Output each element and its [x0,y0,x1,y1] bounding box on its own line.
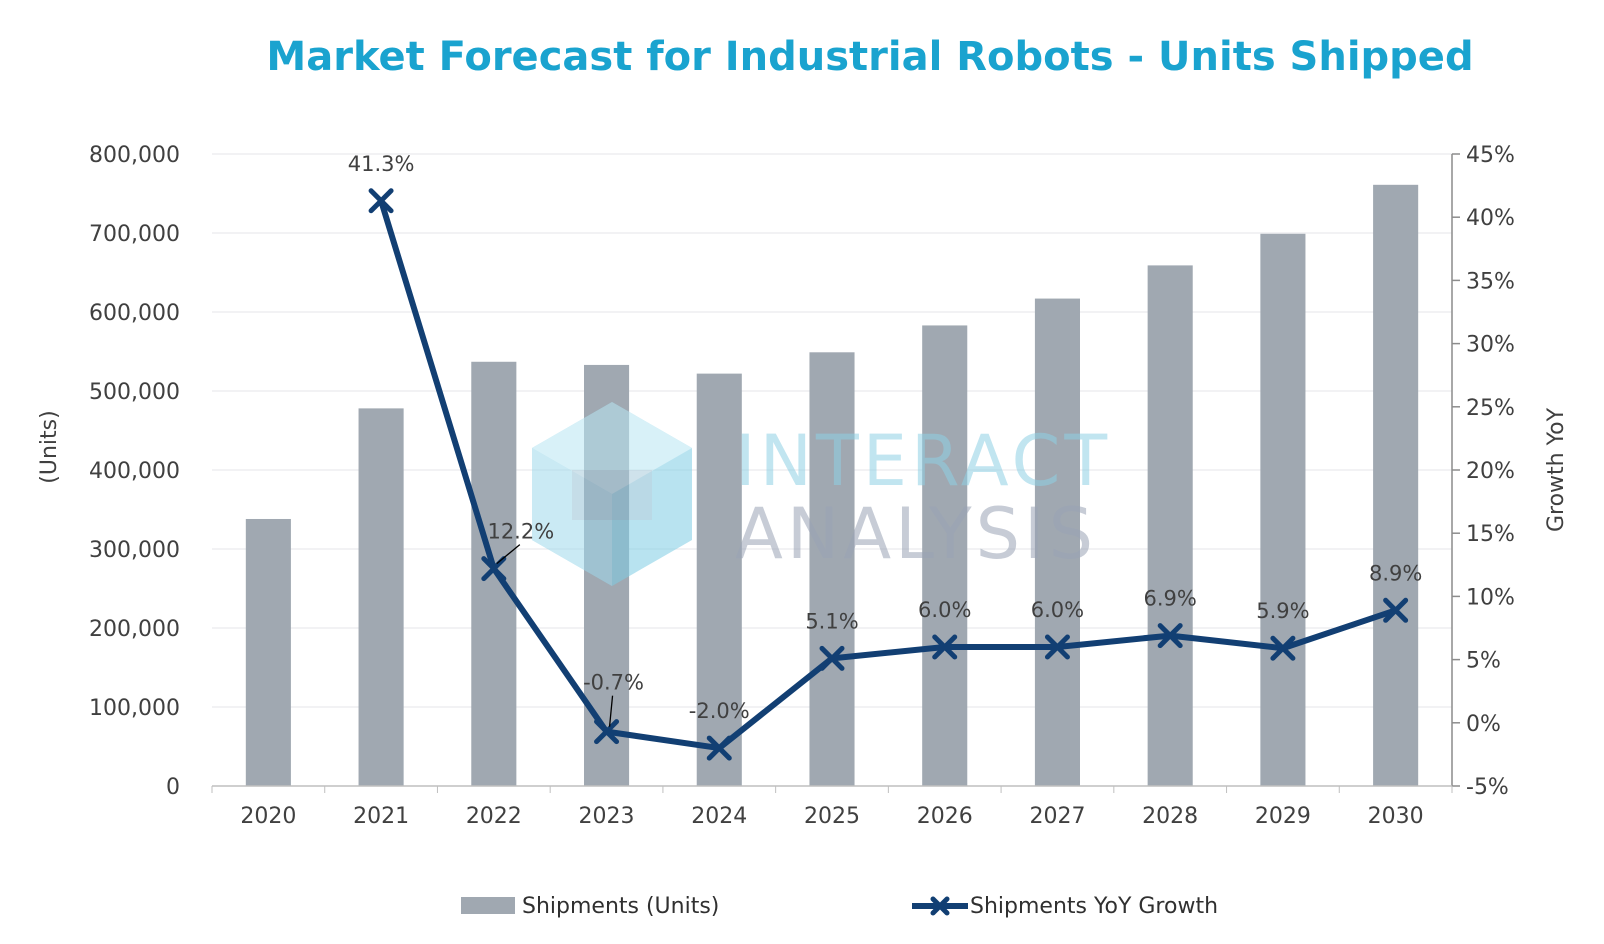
bar-series [245,184,1419,787]
line-series [368,188,1409,761]
watermark-logo-icon [532,402,692,586]
legend-bar-swatch [461,897,515,914]
data-label: 6.0% [1031,598,1084,622]
marker-stroke [1383,597,1409,623]
y-right-tick-label: 20% [1466,459,1515,484]
leader-line [496,544,521,565]
data-label: 6.0% [918,598,971,622]
line-marker [706,735,732,761]
marker-stroke [481,556,507,582]
line-marker [1383,597,1409,623]
data-label: 8.9% [1369,561,1422,585]
x-tick-label: 2029 [1255,804,1311,829]
y-right-tick-label: 15% [1466,522,1515,547]
data-label: 41.3% [348,152,415,176]
line-marker [1270,635,1296,661]
marker-stroke [819,645,845,671]
y-right-tick-label: 25% [1466,396,1515,421]
legend: Shipments (Units) Shipments YoY Growth [461,894,1218,919]
bar [809,352,855,786]
y-right-tick-label: -5% [1466,775,1509,800]
marker-stroke [368,188,394,214]
x-tick-label: 2023 [579,804,635,829]
data-label: 6.9% [1144,587,1197,611]
y-right-tick-label: 40% [1466,206,1515,231]
bar [1147,265,1193,786]
data-label: -0.7% [583,671,644,695]
marker-stroke [932,634,958,660]
bar [1373,184,1419,786]
data-labels: 41.3% 12.2% -0.7% -2.0% 5.1% 6.0% 6.0% 6.9% 5.9%… [348,152,1422,727]
y-left-tick-label: 300,000 [89,538,180,563]
bar [245,518,291,786]
line-marker [932,634,958,660]
line-marker [819,645,845,671]
axes: 0 100,000 200,000 300,000 400,000 500,000 600,… [89,143,1515,829]
marker-stroke [1044,634,1070,660]
data-label: 5.9% [1256,599,1309,623]
x-tick-label: 2026 [917,804,973,829]
y-left-axis-title: (Units) [37,410,62,483]
y-right-tick-label: 45% [1466,143,1515,168]
y-left-tick-label: 200,000 [89,617,180,642]
x-tick-label: 2025 [804,804,860,829]
x-tick-label: 2022 [466,804,522,829]
legend-line-marker-icon [930,896,950,916]
y-right-tick-label: 0% [1466,712,1501,737]
legend-line-label: Shipments YoY Growth [970,894,1218,919]
x-tick-label: 2020 [240,804,296,829]
y-left-tick-label: 100,000 [89,696,180,721]
leader-line [608,695,614,727]
x-tick-label: 2028 [1142,804,1198,829]
watermark-text-1: INTERACT [735,420,1111,502]
bar [1260,233,1306,787]
bar [696,373,742,786]
y-left-tick-label: 600,000 [89,301,180,326]
line-marker [1157,623,1183,649]
line-marker [481,556,507,582]
line-marker [1044,634,1070,660]
bar [358,408,404,786]
bar [471,361,517,786]
y-right-tick-label: 30% [1466,333,1515,358]
x-tick-label: 2024 [691,804,747,829]
y-right-tick-label: 35% [1466,269,1515,294]
bar [922,325,968,786]
y-left-tick-label: 400,000 [89,459,180,484]
y-left-tick-label: 0 [166,775,180,800]
y-right-axis-title: Growth YoY [1544,407,1569,532]
y-left-tick-label: 800,000 [89,143,180,168]
growth-line [378,197,1399,752]
watermark: INTERACT ANALYSIS [532,402,1111,586]
watermark-text-2: ANALYSIS [735,493,1097,575]
x-tick-label: 2021 [353,804,409,829]
chart-title: Market Forecast for Industrial Robots - … [266,34,1473,80]
bar [1034,298,1080,786]
marker-stroke [1157,623,1183,649]
marker-stroke [594,719,620,745]
marker-stroke [1270,635,1296,661]
data-label: 12.2% [487,520,554,544]
x-tick-label: 2027 [1029,804,1085,829]
y-right-tick-label: 10% [1466,585,1515,610]
y-right-tick-label: 5% [1466,649,1501,674]
marker-stroke [706,735,732,761]
y-left-tick-label: 500,000 [89,380,180,405]
data-label: -2.0% [689,699,750,723]
line-marker [368,188,394,214]
line-marker [594,719,620,745]
y-left-tick-label: 700,000 [89,222,180,247]
x-tick-label: 2030 [1368,804,1424,829]
legend-bar-label: Shipments (Units) [522,894,719,919]
data-label: 5.1% [805,609,858,633]
